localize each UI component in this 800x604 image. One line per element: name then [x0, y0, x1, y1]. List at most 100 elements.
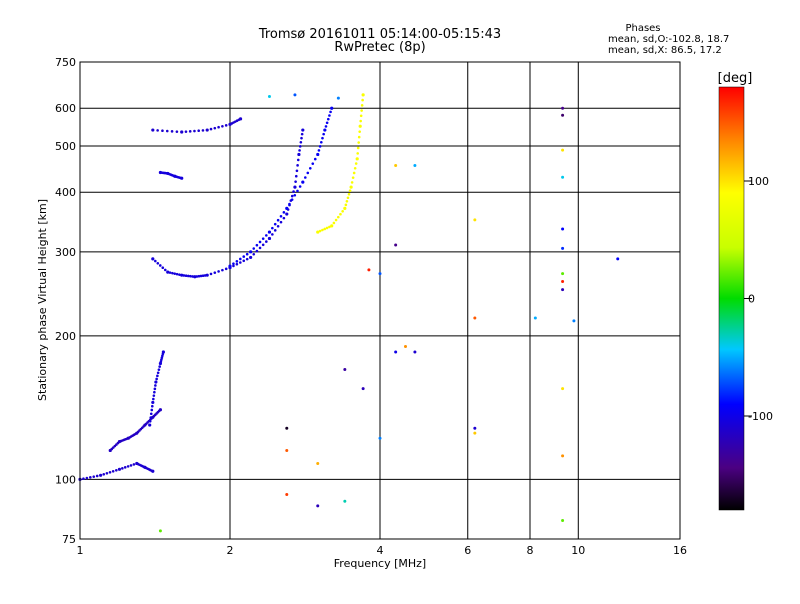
scatter-point: [616, 257, 620, 261]
trace-point: [151, 469, 155, 473]
trace-point: [151, 257, 155, 261]
trace-point-interp: [213, 126, 217, 130]
scatter-point: [413, 164, 417, 168]
trace-point-interp: [232, 264, 235, 268]
trace-point: [297, 152, 301, 157]
scatter-point: [293, 93, 297, 97]
trace-point-interp: [150, 404, 154, 408]
trace-point-interp: [290, 198, 294, 201]
trace-point: [238, 117, 243, 121]
trace-point-interp: [360, 104, 364, 107]
trace-point-interp: [288, 202, 291, 206]
trace-point: [180, 176, 184, 180]
trace-point-interp: [161, 266, 165, 269]
trace-point-interp: [271, 233, 274, 236]
trace-point-interp: [351, 176, 355, 179]
scatter-point: [403, 344, 407, 348]
trace-point-interp: [325, 226, 329, 230]
scatter-point: [561, 175, 565, 179]
trace-point: [285, 206, 289, 210]
trace-point: [117, 467, 122, 471]
chart-title-line1: Tromsø 20161011 05:14:00-05:15:43: [258, 27, 501, 42]
trace-point-interp: [332, 221, 336, 225]
y-axis-ticks: 75 100 200 300 400 500 600 750: [55, 56, 76, 546]
trace-point-interp: [175, 130, 179, 133]
trace-point-interp: [163, 268, 167, 272]
trace-point-interp: [165, 129, 169, 133]
trace-point-interp: [353, 166, 357, 170]
trace-point-interp: [348, 189, 352, 192]
trace-point-interp: [352, 171, 356, 175]
trace-point: [316, 152, 320, 157]
trace-point-interp: [149, 412, 153, 416]
scatter-point: [343, 367, 347, 371]
colorbar-ticks: 100 0 -100: [744, 175, 773, 423]
trace-point-interp: [175, 272, 179, 276]
trace-point-interp: [89, 476, 92, 479]
trace-point-interp: [95, 474, 99, 478]
scatter-point: [561, 246, 565, 250]
scatter-point: [473, 426, 477, 430]
trace-point: [166, 270, 170, 274]
colorbar-tick-label: 100: [748, 175, 769, 188]
trace-point: [158, 408, 163, 412]
trace-point: [293, 185, 297, 189]
scatter-point: [561, 387, 565, 391]
trace-point-interp: [115, 468, 118, 472]
trace-point-interp: [325, 121, 329, 125]
trace-point: [323, 128, 327, 132]
phases-box-line2: mean, sd,X: 86.5, 17.2: [608, 45, 722, 56]
trace-point-interp: [111, 469, 115, 473]
trace-point-interp: [213, 271, 217, 274]
trace-point-interp: [197, 129, 201, 132]
trace-point-interp: [158, 365, 161, 368]
trace-point-interp: [188, 130, 192, 133]
trace-point-interp: [347, 192, 351, 196]
trace-point-interp: [158, 264, 162, 267]
trace-point-interp: [295, 169, 299, 173]
trace-point-interp: [201, 274, 205, 278]
trace-point-interp: [153, 387, 157, 391]
trace-point-interp: [245, 252, 249, 256]
trace-point-interp: [361, 98, 364, 102]
scatter-point: [267, 94, 271, 98]
trace-point: [154, 380, 158, 384]
trace-point: [267, 236, 272, 241]
trace-point-interp: [296, 164, 299, 167]
trace-point-interp: [170, 130, 174, 133]
trace-point-interp: [156, 371, 160, 375]
trace-point: [180, 130, 184, 134]
trace-point-interp: [282, 216, 286, 220]
trace-point: [249, 255, 253, 260]
trace-point-interp: [199, 274, 203, 278]
trace-point-interp: [156, 374, 159, 378]
y-axis-label: Stationary phase Virtual Height [km]: [36, 199, 49, 401]
trace-point-interp: [184, 274, 188, 278]
scatter-point: [561, 148, 565, 152]
trace-point-interp: [235, 262, 239, 266]
trace-point: [99, 473, 103, 477]
trace-point-interp: [279, 214, 283, 218]
trace-point-interp: [357, 135, 361, 139]
trace-point-interp: [318, 145, 322, 148]
x-axis-label: Frequency [MHz]: [334, 557, 426, 570]
trace-point-interp: [184, 130, 188, 133]
trace-point-interp: [306, 171, 310, 175]
trace-point-interp: [322, 132, 325, 136]
trace-point-interp: [258, 246, 262, 250]
trace-point: [193, 275, 197, 279]
plot-frame: [79, 61, 681, 540]
trace-point-interp: [296, 189, 299, 193]
y-tick-label: 400: [55, 186, 76, 199]
trace-point-interp: [126, 465, 130, 468]
x-tick-label: 4: [377, 544, 384, 557]
trace-point: [316, 230, 320, 234]
scatter-point: [158, 529, 162, 533]
x-tick-label: 1: [77, 544, 84, 557]
trace-point-interp: [217, 270, 220, 273]
trace-point: [355, 157, 359, 161]
trace-point-interp: [161, 129, 164, 132]
data-points: [78, 93, 620, 533]
scatter-point: [316, 461, 320, 465]
